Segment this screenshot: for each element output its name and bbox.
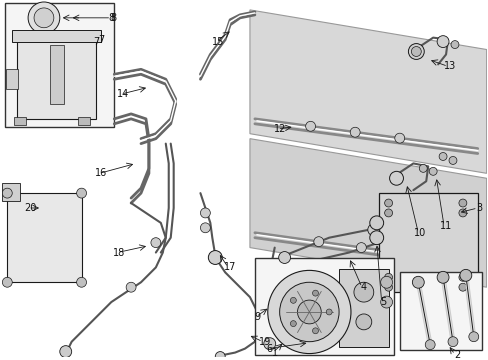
Circle shape: [438, 153, 446, 161]
Text: 5: 5: [380, 297, 386, 307]
Circle shape: [200, 223, 210, 233]
Circle shape: [200, 208, 210, 218]
Circle shape: [384, 273, 392, 281]
Polygon shape: [249, 139, 486, 287]
Text: 2: 2: [453, 350, 459, 360]
Circle shape: [267, 270, 350, 354]
Circle shape: [34, 8, 54, 28]
Bar: [400, 273, 481, 350]
Circle shape: [425, 340, 434, 350]
Circle shape: [436, 36, 448, 48]
Circle shape: [355, 314, 371, 330]
Text: 3: 3: [476, 203, 482, 213]
Circle shape: [126, 282, 136, 292]
Text: 12: 12: [273, 124, 285, 134]
Circle shape: [2, 277, 12, 287]
Circle shape: [384, 209, 392, 217]
Text: 15: 15: [212, 37, 224, 46]
Bar: [17, 35, 96, 119]
Circle shape: [367, 224, 379, 236]
Circle shape: [384, 283, 392, 291]
Text: 11: 11: [439, 221, 451, 231]
Circle shape: [297, 300, 321, 324]
Circle shape: [208, 251, 222, 265]
Circle shape: [380, 296, 392, 308]
Circle shape: [353, 282, 373, 302]
Circle shape: [450, 41, 458, 49]
Circle shape: [407, 44, 424, 59]
Circle shape: [384, 199, 392, 207]
Circle shape: [411, 276, 424, 288]
Polygon shape: [249, 10, 486, 173]
Circle shape: [77, 188, 86, 198]
Circle shape: [369, 231, 383, 245]
Text: 13: 13: [443, 61, 455, 71]
Bar: [78, 117, 89, 125]
Circle shape: [380, 276, 392, 288]
Circle shape: [418, 165, 427, 172]
Circle shape: [428, 167, 436, 175]
Circle shape: [313, 237, 323, 247]
Bar: [378, 193, 477, 292]
Circle shape: [215, 352, 225, 360]
Circle shape: [279, 282, 338, 342]
Circle shape: [436, 271, 448, 283]
Text: 8: 8: [108, 13, 114, 23]
Circle shape: [356, 243, 366, 253]
Circle shape: [369, 216, 383, 230]
Circle shape: [312, 328, 318, 334]
Circle shape: [290, 321, 296, 327]
Bar: [254, 257, 393, 355]
Circle shape: [325, 309, 331, 315]
Text: 10: 10: [413, 228, 426, 238]
Circle shape: [312, 290, 318, 296]
Circle shape: [2, 188, 12, 198]
Bar: [6, 69, 18, 89]
Text: 19: 19: [258, 337, 270, 347]
Text: 18: 18: [113, 248, 125, 257]
Circle shape: [447, 337, 457, 347]
Bar: [14, 117, 26, 125]
Bar: [5, 3, 114, 127]
Text: 20: 20: [24, 203, 36, 213]
Bar: [338, 269, 388, 347]
Text: 7: 7: [93, 37, 100, 46]
Circle shape: [410, 46, 421, 57]
Text: 8: 8: [110, 13, 116, 23]
Text: 14: 14: [117, 89, 129, 99]
Text: 6: 6: [266, 343, 272, 354]
Circle shape: [263, 338, 275, 350]
Circle shape: [468, 332, 478, 342]
Circle shape: [458, 273, 466, 281]
Text: 9: 9: [254, 312, 261, 322]
Circle shape: [28, 2, 60, 34]
Bar: [12, 30, 101, 42]
Circle shape: [77, 277, 86, 287]
Text: 7: 7: [98, 35, 104, 45]
Circle shape: [458, 209, 466, 217]
Circle shape: [349, 127, 359, 137]
Circle shape: [151, 238, 161, 248]
Circle shape: [394, 133, 404, 143]
Text: 16: 16: [95, 168, 107, 178]
Circle shape: [458, 199, 466, 207]
Circle shape: [459, 269, 471, 281]
Circle shape: [458, 283, 466, 291]
Circle shape: [448, 157, 456, 165]
Circle shape: [278, 252, 290, 264]
Circle shape: [305, 121, 315, 131]
Bar: [2, 183, 20, 201]
Bar: [7, 193, 81, 282]
Circle shape: [290, 297, 296, 303]
Circle shape: [60, 346, 72, 357]
Text: 17: 17: [224, 262, 236, 273]
Text: 4: 4: [360, 282, 366, 292]
Text: 1: 1: [271, 347, 277, 357]
Bar: [50, 45, 63, 104]
Circle shape: [389, 171, 403, 185]
